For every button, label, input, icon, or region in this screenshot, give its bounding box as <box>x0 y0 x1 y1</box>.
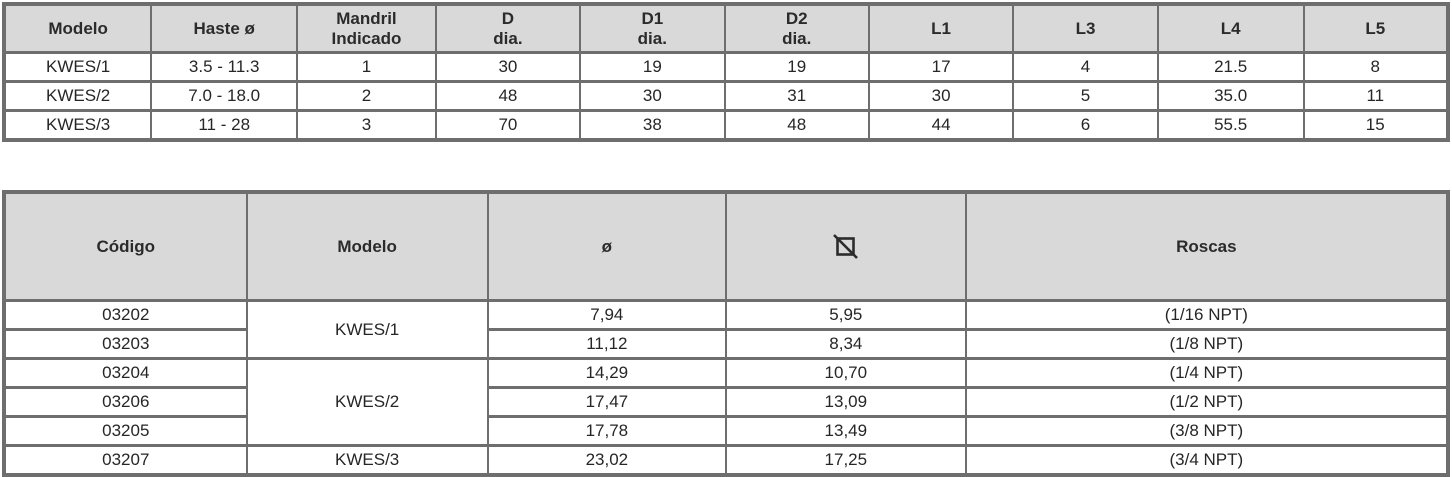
l1-cell: 30 <box>867 80 1015 112</box>
l4-cell: 55.5 <box>1156 109 1305 142</box>
codes-table: Código Modelo ø Roscas 03202 KWES/1 7,94… <box>2 190 1450 477</box>
column-header-square <box>724 190 967 303</box>
column-header-mandril: Mandril Indicado <box>296 2 437 54</box>
specs-header-row: Modelo Haste ø Mandril Indicado D dia. D… <box>2 2 1450 54</box>
codes-header-row: Código Modelo ø Roscas <box>3 190 1450 303</box>
codes-row: 03202 KWES/1 7,94 5,95 (1/16 NPT) <box>3 299 1450 361</box>
mandril-cell: 2 <box>296 80 437 112</box>
haste-cell: 3.5 - 11.3 <box>150 51 299 83</box>
column-header-codigo: Código <box>3 190 248 303</box>
l4-cell: 35.0 <box>1156 80 1305 112</box>
l3-cell: 6 <box>1012 109 1159 142</box>
diameter-cell: 17,47 <box>486 386 727 419</box>
codigo-cell: 03207 <box>3 444 248 477</box>
column-header-l3: L3 <box>1012 2 1159 54</box>
codigo-cell: 03206 <box>3 386 248 419</box>
column-header-d2: D2 dia. <box>723 2 870 54</box>
codes-row: 03203 11,12 8,34 (1/8 NPT) <box>3 328 1450 361</box>
column-header-d: D dia. <box>434 2 582 54</box>
roscas-cell: (1/16 NPT) <box>964 299 1450 332</box>
diameter-cell: 23,02 <box>486 444 727 477</box>
modelo-cell: KWES/1 <box>2 51 153 83</box>
column-header-l1: L1 <box>867 2 1015 54</box>
d2-cell: 48 <box>723 109 870 142</box>
d1-cell: 30 <box>579 80 726 112</box>
square-cell: 13,49 <box>724 415 967 448</box>
specs-row-kwes3: KWES/3 11 - 28 3 70 38 48 44 6 55.5 15 <box>2 109 1450 142</box>
l5-cell: 11 <box>1302 80 1450 112</box>
l1-cell: 44 <box>867 109 1015 142</box>
codigo-cell: 03203 <box>3 328 248 361</box>
specs-row-kwes1: KWES/1 3.5 - 11.3 1 30 19 19 17 4 21.5 8 <box>2 51 1450 83</box>
roscas-cell: (3/8 NPT) <box>964 415 1450 448</box>
square-diagonal-icon <box>731 233 961 260</box>
codes-row: 03206 17,47 13,09 (1/2 NPT) <box>3 386 1450 419</box>
l3-cell: 5 <box>1012 80 1159 112</box>
column-header-modelo: Modelo <box>245 190 489 303</box>
specs-row-kwes2: KWES/2 7.0 - 18.0 2 48 30 31 30 5 35.0 1… <box>2 80 1450 112</box>
square-cell: 10,70 <box>724 357 967 390</box>
d1-cell: 38 <box>579 109 726 142</box>
codigo-cell: 03202 <box>3 299 248 332</box>
d-cell: 70 <box>434 109 582 142</box>
mandril-cell: 3 <box>296 109 437 142</box>
column-header-d1: D1 dia. <box>579 2 726 54</box>
haste-cell: 11 - 28 <box>150 109 299 142</box>
d2-cell: 31 <box>723 80 870 112</box>
diameter-cell: 14,29 <box>486 357 727 390</box>
d1-cell: 19 <box>579 51 726 83</box>
column-header-diameter: ø <box>486 190 727 303</box>
column-header-l4: L4 <box>1156 2 1305 54</box>
modelo-group-cell: KWES/1 <box>245 299 489 361</box>
column-header-haste: Haste ø <box>150 2 299 54</box>
square-cell: 5,95 <box>724 299 967 332</box>
d-cell: 30 <box>434 51 582 83</box>
specs-table: Modelo Haste ø Mandril Indicado D dia. D… <box>2 2 1450 142</box>
diameter-cell: 7,94 <box>486 299 727 332</box>
haste-cell: 7.0 - 18.0 <box>150 80 299 112</box>
l4-cell: 21.5 <box>1156 51 1305 83</box>
modelo-group-cell: KWES/2 <box>245 357 489 448</box>
roscas-cell: (1/4 NPT) <box>964 357 1450 390</box>
codes-row: 03207 KWES/3 23,02 17,25 (3/4 NPT) <box>3 444 1450 477</box>
column-header-modelo: Modelo <box>2 2 153 54</box>
codigo-cell: 03205 <box>3 415 248 448</box>
diameter-cell: 11,12 <box>486 328 727 361</box>
square-cell: 8,34 <box>724 328 967 361</box>
roscas-cell: (1/8 NPT) <box>964 328 1450 361</box>
mandril-cell: 1 <box>296 51 437 83</box>
codes-row: 03204 KWES/2 14,29 10,70 (1/4 NPT) <box>3 357 1450 448</box>
diameter-cell: 17,78 <box>486 415 727 448</box>
square-cell: 13,09 <box>724 386 967 419</box>
roscas-cell: (1/2 NPT) <box>964 386 1450 419</box>
l3-cell: 4 <box>1012 51 1159 83</box>
l5-cell: 8 <box>1302 51 1450 83</box>
codigo-cell: 03204 <box>3 357 248 390</box>
column-header-roscas: Roscas <box>964 190 1450 303</box>
l1-cell: 17 <box>867 51 1015 83</box>
d-cell: 48 <box>434 80 582 112</box>
l5-cell: 15 <box>1302 109 1450 142</box>
modelo-cell: KWES/2 <box>2 80 153 112</box>
modelo-cell: KWES/3 <box>2 109 153 142</box>
codes-row: 03205 17,78 13,49 (3/8 NPT) <box>3 415 1450 448</box>
square-cell: 17,25 <box>724 444 967 477</box>
modelo-group-cell: KWES/3 <box>245 444 489 477</box>
d2-cell: 19 <box>723 51 870 83</box>
column-header-l5: L5 <box>1302 2 1450 54</box>
roscas-cell: (3/4 NPT) <box>964 444 1450 477</box>
